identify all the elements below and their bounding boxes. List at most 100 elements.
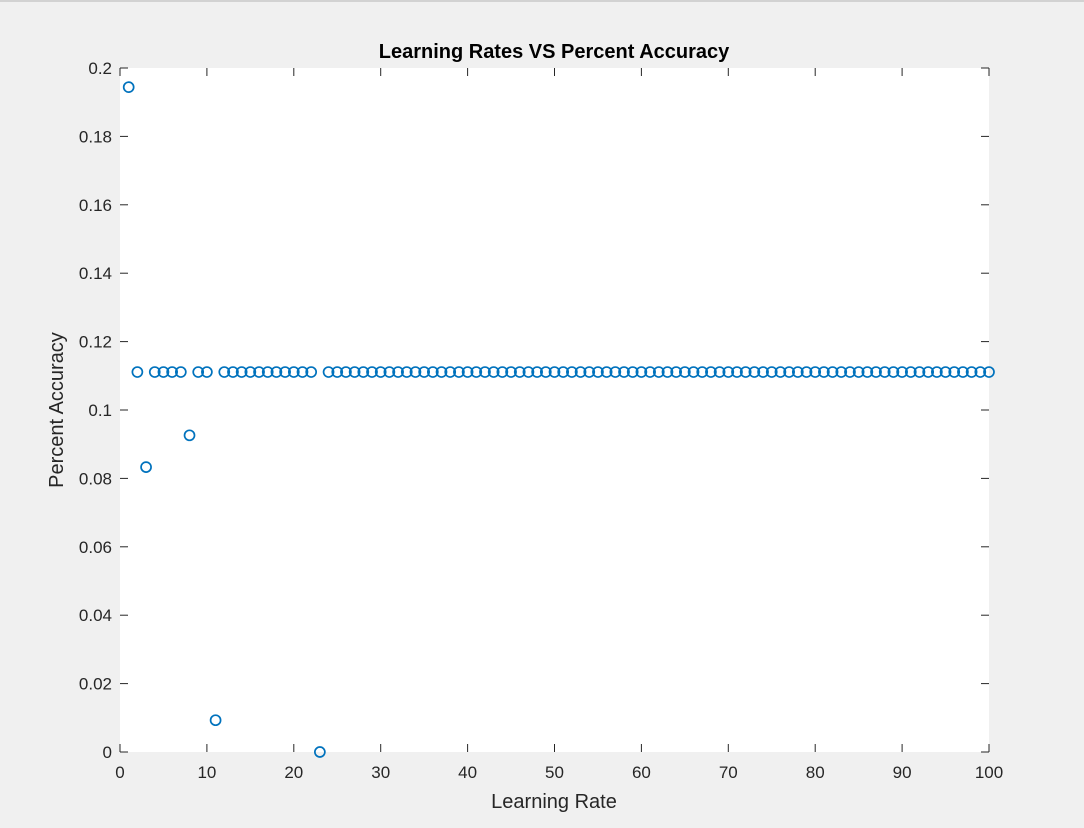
data-point bbox=[948, 366, 961, 378]
data-point bbox=[687, 366, 700, 378]
data-point bbox=[287, 366, 300, 378]
data-point bbox=[174, 366, 187, 378]
data-point bbox=[522, 366, 535, 378]
y-tick-label: 0.06 bbox=[79, 538, 112, 557]
data-point bbox=[400, 366, 413, 378]
x-tick-label: 90 bbox=[893, 763, 912, 782]
data-point bbox=[322, 366, 335, 378]
data-point bbox=[896, 366, 908, 378]
data-point bbox=[201, 366, 213, 378]
data-point bbox=[870, 366, 882, 378]
data-point bbox=[366, 366, 378, 378]
data-point bbox=[148, 366, 161, 378]
data-point bbox=[261, 366, 274, 378]
y-tick-label: 0.14 bbox=[79, 264, 112, 283]
data-point bbox=[852, 366, 865, 378]
x-tick-label: 100 bbox=[975, 763, 1003, 782]
y-axis-ticks: 0 0.02 0.04 0.06 0.08 0.1 0.12 0.14 0.16 0.18 0.2 bbox=[79, 59, 989, 762]
x-axis-label: Learning Rate bbox=[491, 791, 617, 813]
data-point bbox=[913, 366, 926, 378]
plot-area bbox=[120, 68, 989, 752]
data-point bbox=[835, 366, 848, 378]
data-point bbox=[183, 429, 196, 442]
data-point bbox=[678, 366, 691, 378]
y-tick-label: 0.16 bbox=[79, 196, 112, 215]
data-point bbox=[765, 366, 778, 378]
data-point bbox=[713, 366, 726, 378]
data-point bbox=[931, 366, 943, 378]
y-axis-label: Percent Accuracy bbox=[46, 332, 68, 488]
data-point bbox=[635, 366, 648, 378]
x-tick-label: 80 bbox=[806, 763, 825, 782]
data-point bbox=[887, 366, 900, 378]
x-tick-label: 40 bbox=[458, 763, 477, 782]
data-point bbox=[227, 366, 239, 378]
data-point bbox=[722, 366, 735, 378]
data-point bbox=[435, 366, 448, 378]
data-point bbox=[270, 366, 283, 378]
data-point bbox=[548, 366, 561, 378]
data-point bbox=[331, 366, 344, 378]
data-point bbox=[166, 366, 178, 378]
data-point bbox=[296, 366, 309, 378]
data-point bbox=[314, 746, 326, 758]
data-point bbox=[209, 714, 222, 727]
data-point bbox=[861, 366, 874, 378]
data-point bbox=[131, 366, 144, 378]
data-point bbox=[705, 366, 717, 378]
data-point bbox=[479, 366, 491, 378]
data-point bbox=[652, 366, 665, 378]
data-point bbox=[279, 366, 291, 378]
data-point bbox=[453, 366, 465, 378]
data-point bbox=[574, 366, 587, 378]
data-point bbox=[444, 366, 457, 378]
x-tick-label: 10 bbox=[197, 763, 216, 782]
data-point bbox=[800, 366, 813, 378]
x-tick-label: 50 bbox=[545, 763, 564, 782]
window-top-border bbox=[0, 0, 1084, 2]
data-point bbox=[922, 366, 935, 378]
data-point bbox=[539, 366, 552, 378]
data-point bbox=[122, 81, 135, 94]
data-point bbox=[592, 366, 604, 378]
y-tick-label: 0.2 bbox=[88, 59, 112, 78]
x-axis-ticks: 0 10 20 30 40 50 60 70 80 90 100 bbox=[115, 68, 1003, 782]
data-point bbox=[383, 366, 396, 378]
x-tick-label: 60 bbox=[632, 763, 651, 782]
data-point bbox=[844, 366, 856, 378]
x-tick-label: 0 bbox=[115, 763, 124, 782]
y-tick-label: 0.12 bbox=[79, 333, 112, 352]
data-point bbox=[487, 366, 500, 378]
data-point bbox=[974, 366, 987, 378]
data-point bbox=[618, 366, 630, 378]
data-point bbox=[513, 366, 526, 378]
data-point bbox=[739, 366, 752, 378]
data-point bbox=[809, 366, 822, 378]
data-point bbox=[235, 366, 248, 378]
x-tick-label: 30 bbox=[371, 763, 390, 782]
data-point bbox=[791, 366, 804, 378]
data-point bbox=[939, 366, 952, 378]
data-points bbox=[122, 81, 995, 758]
data-point bbox=[644, 366, 656, 378]
data-point bbox=[374, 366, 387, 378]
data-point bbox=[965, 366, 978, 378]
data-point bbox=[557, 366, 570, 378]
data-point bbox=[418, 366, 430, 378]
data-point bbox=[253, 366, 265, 378]
y-tick-label: 0.1 bbox=[88, 401, 112, 420]
data-point bbox=[696, 366, 709, 378]
data-point bbox=[531, 366, 543, 378]
data-point bbox=[140, 461, 152, 473]
data-point bbox=[409, 366, 422, 378]
data-point bbox=[566, 366, 578, 378]
data-point bbox=[748, 366, 761, 378]
data-point bbox=[157, 366, 170, 378]
data-point bbox=[392, 366, 404, 378]
y-tick-label: 0.02 bbox=[79, 675, 112, 694]
data-point bbox=[818, 366, 830, 378]
data-point bbox=[461, 366, 474, 378]
data-point bbox=[774, 366, 787, 378]
y-tick-label: 0.08 bbox=[79, 469, 112, 488]
